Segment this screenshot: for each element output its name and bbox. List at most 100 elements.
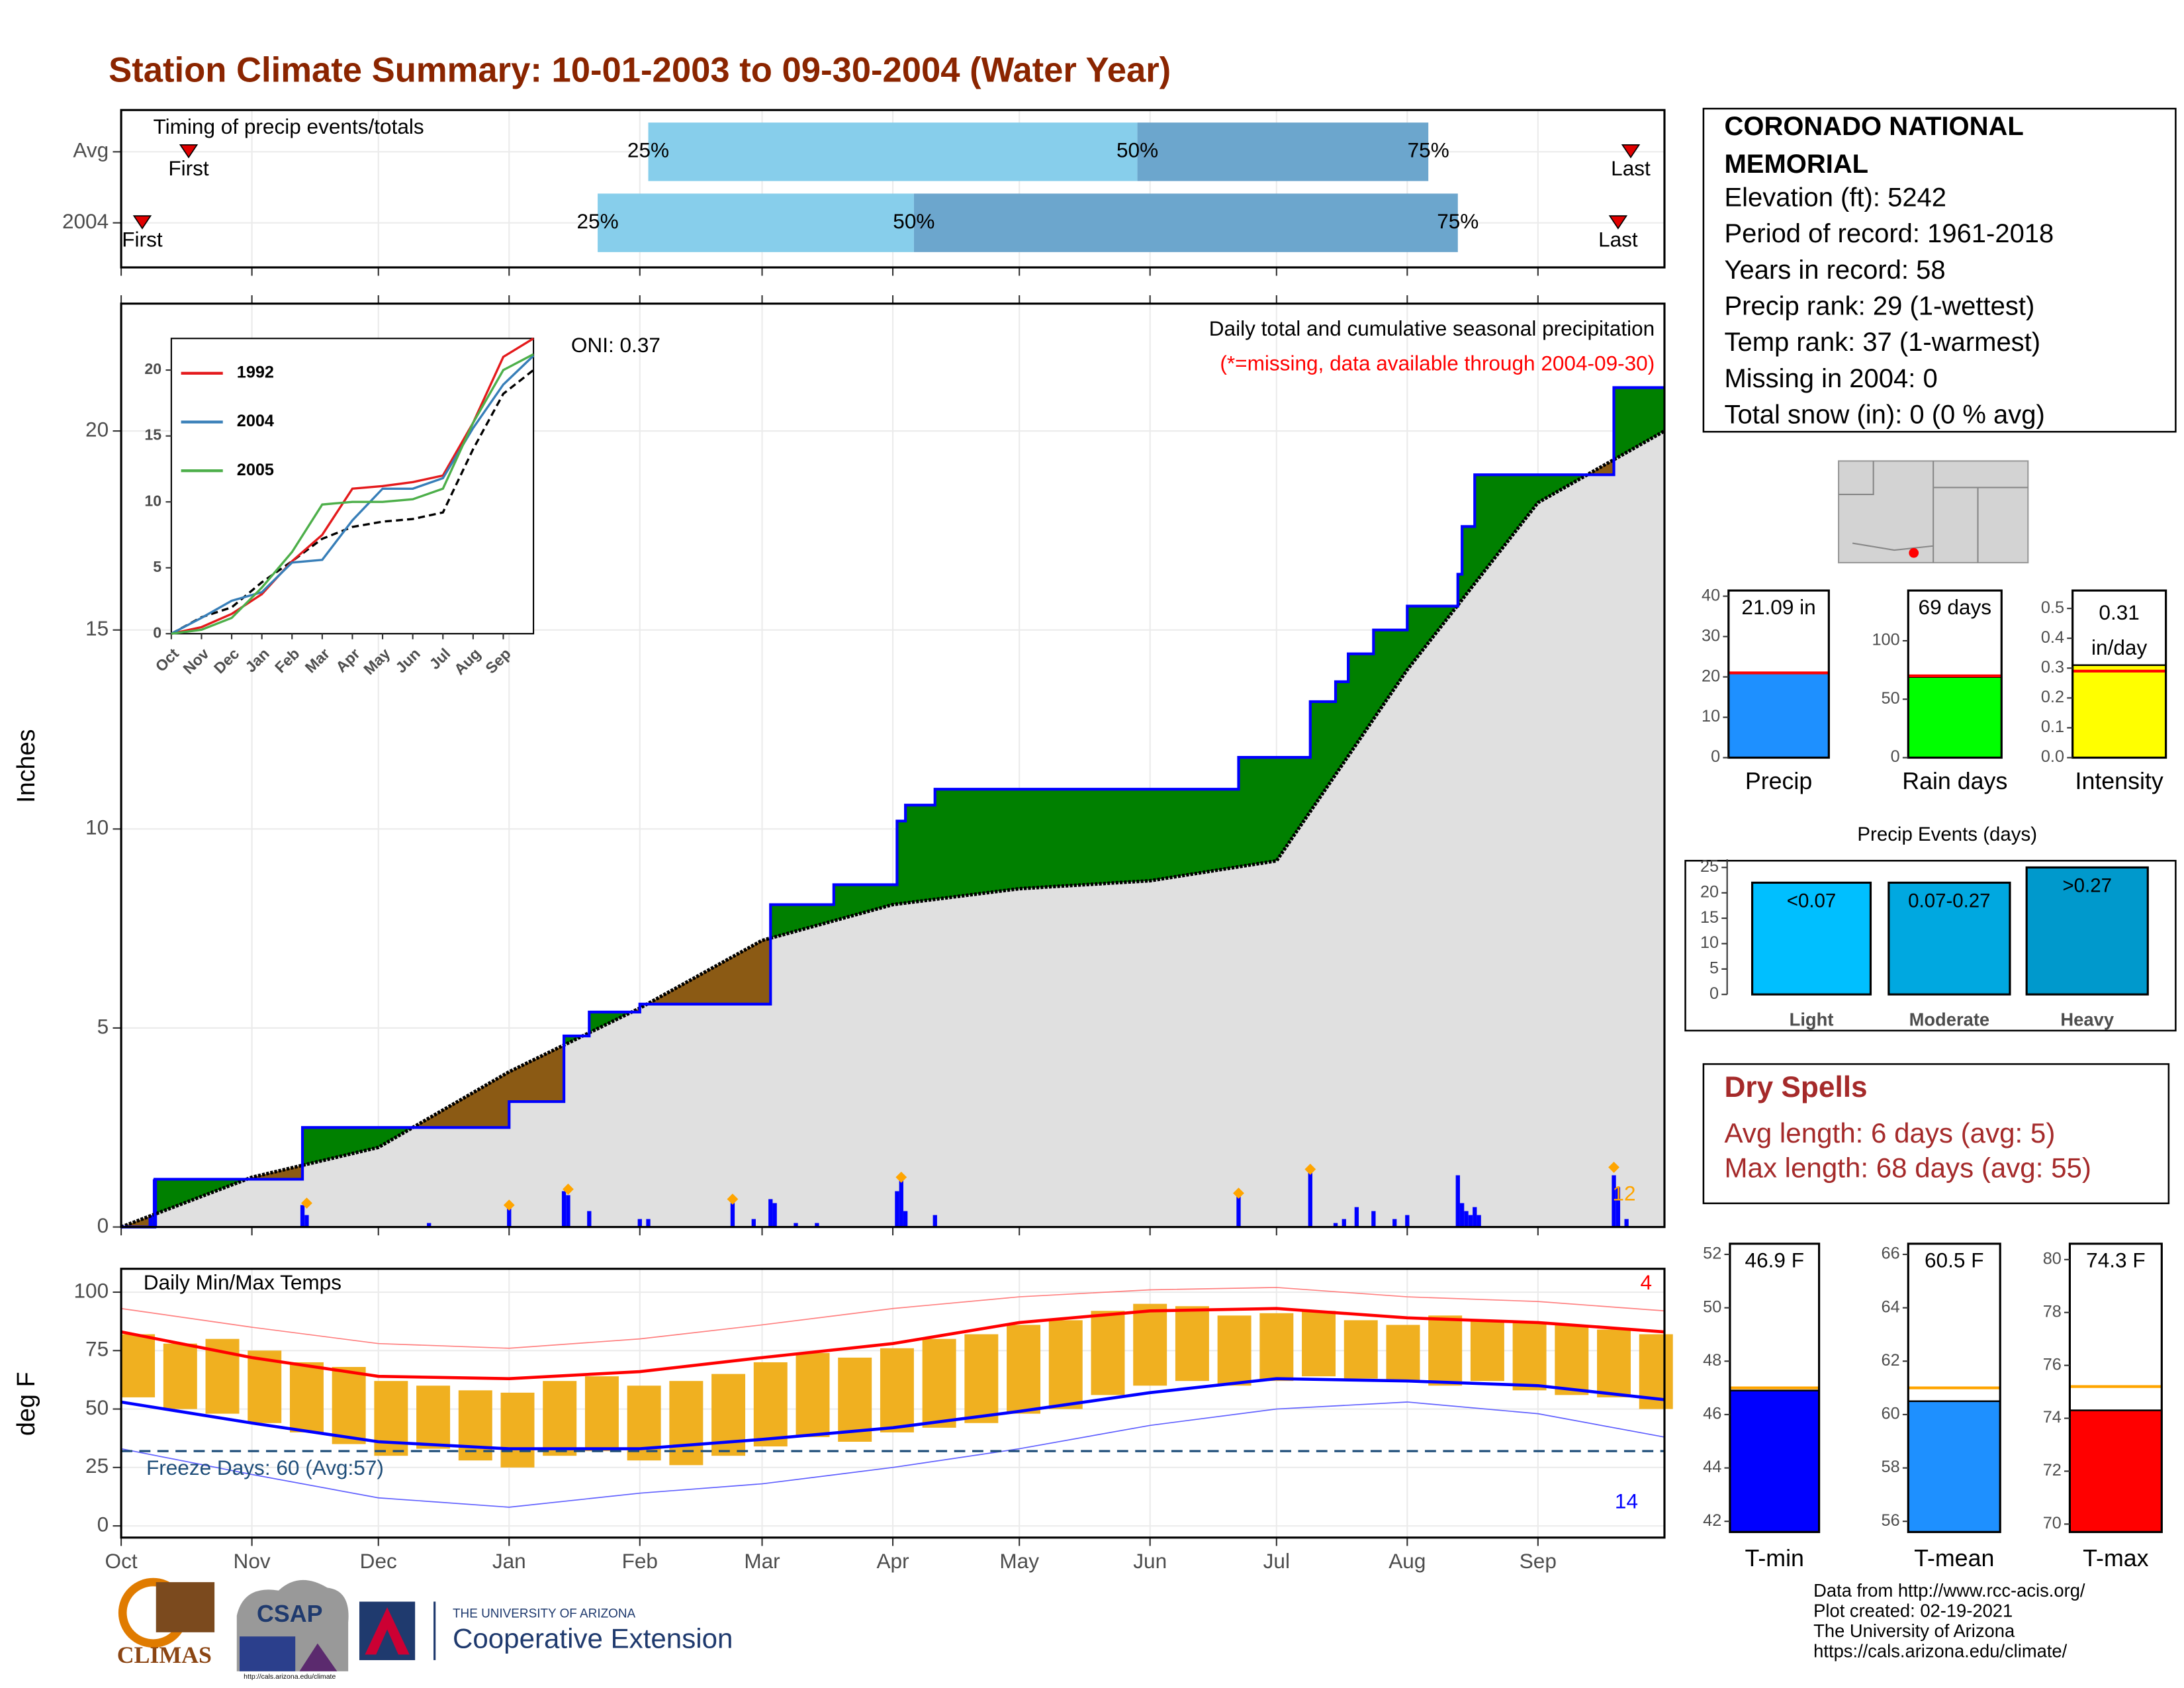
y-tick-label: 75 — [85, 1337, 109, 1361]
y-tick-label: 20 — [144, 360, 161, 377]
category-label: T-mean — [1914, 1545, 1994, 1571]
bar — [598, 193, 914, 252]
daily-bar — [903, 1211, 908, 1227]
y-tick-label: 0.1 — [2041, 718, 2064, 736]
y-axis-label: deg F — [13, 1372, 40, 1436]
x-tick-label: Feb — [622, 1549, 658, 1573]
y-tick-label: 64 — [1882, 1297, 1900, 1316]
daily-bar — [587, 1211, 592, 1227]
logo-text: CSAP — [257, 1601, 322, 1627]
daily-bar — [815, 1223, 819, 1227]
bar — [1729, 1389, 1820, 1533]
series-line — [171, 353, 534, 635]
daily-bar — [1405, 1215, 1410, 1227]
y-tick-label: 0 — [1709, 984, 1719, 1003]
annotation: Daily total and cumulative seasonal prec… — [1209, 316, 1655, 340]
temp-bar — [1133, 1303, 1167, 1386]
y-tick-label: 50 — [85, 1395, 109, 1419]
temp-bar — [416, 1385, 451, 1449]
temp-bar — [1175, 1306, 1209, 1382]
station-info: Period of record: 1961-2018 — [1724, 219, 2054, 248]
category-label: Precip — [1745, 768, 1812, 794]
marker-label: 75% — [1408, 138, 1449, 162]
x-tick-label: Jan — [492, 1549, 526, 1573]
marker-label: 25% — [627, 138, 669, 162]
daily-bar — [304, 1215, 309, 1227]
value-label: 60.5 F — [1925, 1248, 1983, 1272]
chart-title: Precip Events (days) — [1857, 823, 2037, 845]
daily-bar — [730, 1203, 735, 1227]
daily-bar — [300, 1205, 305, 1227]
temp-bar — [964, 1334, 999, 1423]
footer-line: Data from http://www.rcc-acis.org/ — [1813, 1580, 2085, 1601]
y-tick-label: 40 — [1702, 586, 1720, 604]
marker-label: 25% — [576, 209, 618, 233]
temp-bar — [922, 1338, 956, 1428]
y-tick-label: 25 — [1700, 857, 1719, 876]
y-tick-label: 15 — [144, 426, 161, 444]
x-tick-label: Nov — [234, 1549, 271, 1573]
plot-frame — [120, 109, 1666, 269]
daily-bar — [751, 1219, 756, 1227]
y-tick-label: 5 — [153, 558, 161, 575]
temp-bar — [753, 1362, 788, 1447]
temp-bar — [500, 1392, 535, 1468]
legend-label: 1992 — [237, 363, 274, 382]
legend-label: 2004 — [237, 412, 274, 430]
footer-line: Plot created: 02-19-2021 — [1813, 1601, 2013, 1621]
y-tick-label: 60 — [1882, 1405, 1900, 1423]
y-tick-label: 5 — [1709, 959, 1719, 978]
daily-bar — [427, 1223, 432, 1227]
record-marker — [727, 1194, 739, 1205]
temp-bar — [543, 1381, 577, 1456]
page-title: Station Climate Summary: 10-01-2003 to 0… — [109, 50, 1171, 89]
daily-bar — [899, 1179, 903, 1227]
y-tick-label: 44 — [1703, 1458, 1721, 1476]
bar-outline — [2068, 1243, 2163, 1533]
y-tick-label: 10 — [144, 492, 161, 509]
y-tick-label: 2004 — [62, 209, 109, 233]
x-tick-label: Apr — [876, 1549, 909, 1573]
temp-bar — [796, 1352, 830, 1437]
logo-text: THE UNIVERSITY OF ARIZONA — [453, 1607, 636, 1620]
temp-bar — [1428, 1315, 1463, 1386]
station-info: Temp rank: 37 (1-warmest) — [1724, 328, 2040, 357]
logo-text: CLIMAS — [117, 1642, 212, 1668]
temp-bar — [1512, 1322, 1547, 1391]
daily-bar — [1308, 1171, 1312, 1227]
temp-bar — [1386, 1325, 1420, 1382]
station-info: Years in record: 58 — [1724, 256, 1945, 285]
bar — [1137, 122, 1429, 181]
daily-bar — [1473, 1207, 1477, 1227]
daily-bar — [507, 1207, 512, 1227]
bar — [913, 193, 1458, 252]
record-marker — [895, 1172, 907, 1183]
record-min-line — [120, 1401, 1665, 1508]
y-tick-label: 70 — [2043, 1514, 2062, 1532]
value-label: 69 days — [1919, 595, 1992, 619]
daily-bar — [561, 1191, 567, 1227]
y-tick-label: 0.5 — [2041, 598, 2064, 617]
y-tick-label: 0.4 — [2041, 628, 2064, 647]
station-box — [1702, 107, 2177, 433]
footer-line: The University of Arizona — [1813, 1620, 2015, 1641]
y-tick-label: 0 — [153, 624, 161, 641]
daily-bar — [646, 1219, 651, 1227]
temp-bar — [838, 1357, 872, 1442]
daily-bar — [1468, 1215, 1473, 1227]
y-tick-label: 20 — [1702, 667, 1720, 685]
y-tick-label: 0.2 — [2041, 688, 2064, 706]
marker-label: 75% — [1437, 209, 1479, 233]
temp-bar — [458, 1390, 492, 1461]
marker — [1608, 215, 1628, 230]
bar — [1907, 676, 2003, 759]
daily-bar — [1371, 1211, 1376, 1227]
y-tick-label: 66 — [1882, 1244, 1900, 1263]
marker-label: 50% — [1116, 138, 1158, 162]
average-line — [120, 429, 1666, 1229]
x-tick-label: Jun — [1133, 1549, 1167, 1573]
daily-bar — [1460, 1203, 1465, 1227]
chart-title: Daily Min/Max Temps — [144, 1270, 341, 1294]
y-tick-label: 42 — [1703, 1511, 1721, 1530]
record-max-line — [120, 1287, 1665, 1349]
